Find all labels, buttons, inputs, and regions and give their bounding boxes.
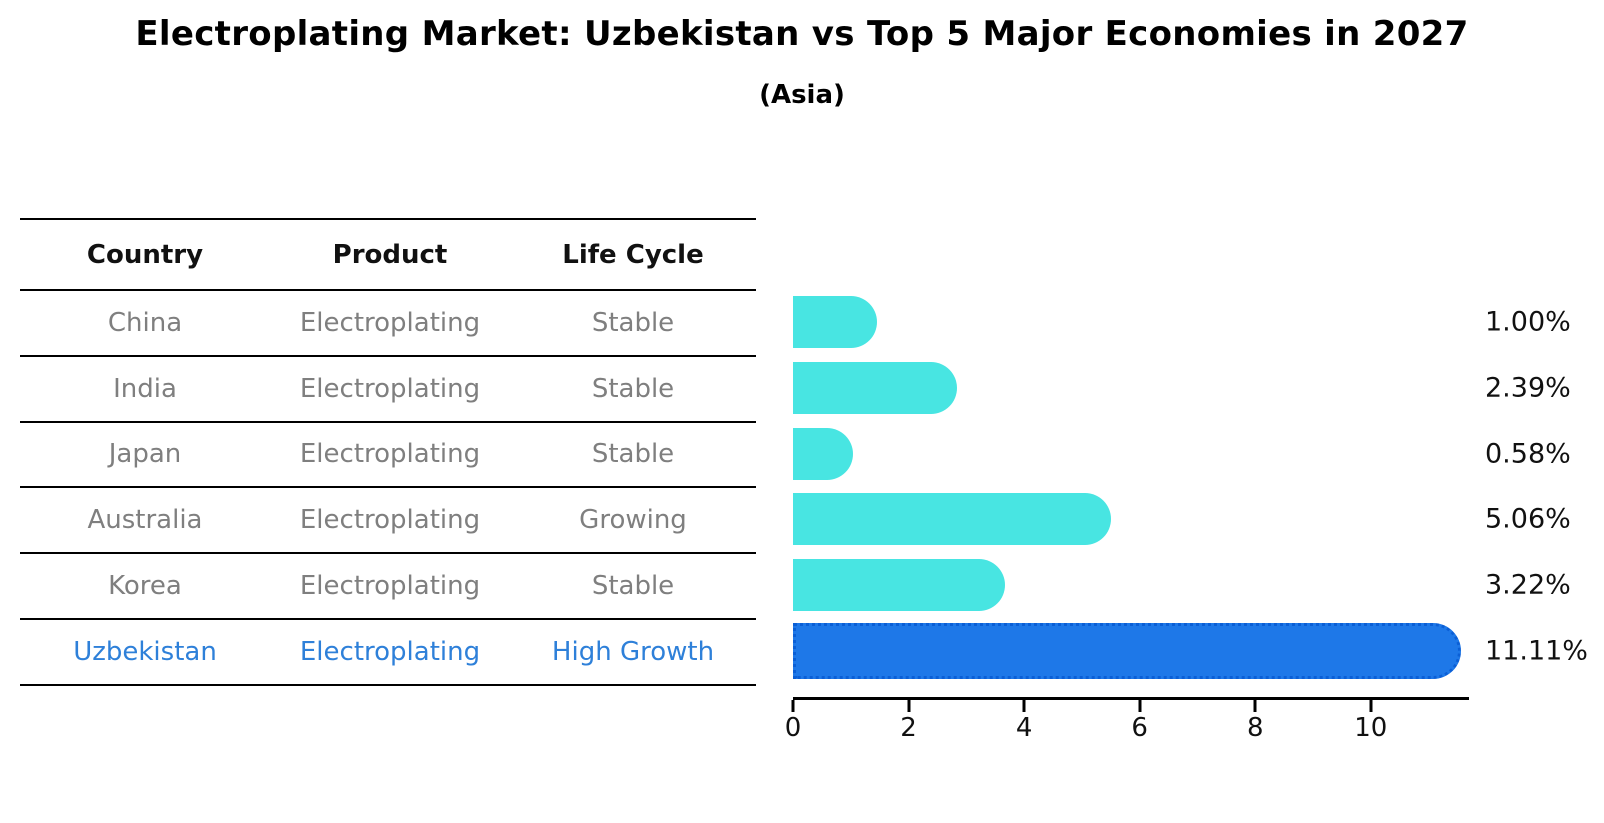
x-tick-label: 0 xyxy=(784,713,802,743)
product-cell: Electroplating xyxy=(299,439,481,470)
bar-korea xyxy=(793,559,1006,612)
value-label: 0.58% xyxy=(1485,438,1571,470)
life-cycle-cell: High Growth xyxy=(551,636,715,667)
value-label: 2.39% xyxy=(1485,372,1571,404)
column-header-product: Product xyxy=(332,239,448,270)
bar-chart-plot: 1.00% 2.39% 0.58% 5.06% 3.22% 11.11% 0 2… xyxy=(785,289,1588,759)
country-cell: China xyxy=(107,307,183,338)
table-row: India Electroplating Stable xyxy=(20,357,756,423)
table-header-row: Country Product Life Cycle xyxy=(20,220,756,291)
bar-uzbekistan xyxy=(793,623,1461,680)
x-tick-label: 2 xyxy=(900,713,917,743)
product-cell: Electroplating xyxy=(299,307,481,338)
bar-china xyxy=(793,295,877,348)
country-table: Country Product Life Cycle China Electro… xyxy=(20,218,756,686)
value-label: 11.11% xyxy=(1485,635,1588,667)
column-header-life-cycle: Life Cycle xyxy=(562,239,704,270)
column-header-country: Country xyxy=(86,239,204,270)
bars-zone: 1.00% 2.39% 0.58% 5.06% 3.22% 11.11% xyxy=(793,289,1588,684)
product-cell: Electroplating xyxy=(299,505,481,536)
life-cycle-cell: Stable xyxy=(591,307,675,338)
x-tick xyxy=(791,700,795,712)
country-cell: Uzbekistan xyxy=(73,636,217,667)
x-tick xyxy=(1138,700,1142,712)
x-tick-label: 6 xyxy=(1131,713,1148,743)
value-label: 1.00% xyxy=(1485,306,1571,338)
chart-subtitle: (Asia) xyxy=(759,80,845,110)
x-axis-line xyxy=(793,697,1469,700)
country-cell: Japan xyxy=(108,439,182,470)
table-row: Japan Electroplating Stable xyxy=(20,423,756,489)
life-cycle-cell: Stable xyxy=(591,373,675,404)
life-cycle-cell: Growing xyxy=(579,505,687,536)
life-cycle-cell: Stable xyxy=(591,439,675,470)
life-cycle-cell: Stable xyxy=(591,571,675,602)
bar-india xyxy=(793,361,958,414)
country-cell: Australia xyxy=(87,505,203,536)
x-tick xyxy=(1022,700,1026,712)
x-tick xyxy=(907,700,911,712)
x-tick-label: 8 xyxy=(1246,713,1264,743)
product-cell: Electroplating xyxy=(299,636,481,667)
value-label: 3.22% xyxy=(1485,569,1571,601)
bar-japan xyxy=(793,427,853,480)
value-label: 5.06% xyxy=(1485,503,1571,535)
country-cell: India xyxy=(113,373,177,404)
bar-australia xyxy=(793,493,1112,546)
table-row: Australia Electroplating Growing xyxy=(20,488,756,555)
x-tick-label: 10 xyxy=(1354,713,1388,743)
table-row: China Electroplating Stable xyxy=(20,291,756,357)
x-tick xyxy=(1369,700,1373,712)
product-cell: Electroplating xyxy=(299,373,481,404)
table-row: Korea Electroplating Stable xyxy=(20,554,756,620)
chart-title: Electroplating Market: Uzbekistan vs Top… xyxy=(135,14,1469,54)
table-row-uzbekistan: Uzbekistan Electroplating High Growth xyxy=(20,620,756,686)
product-cell: Electroplating xyxy=(299,571,481,602)
country-cell: Korea xyxy=(108,571,182,602)
x-tick-label: 4 xyxy=(1015,713,1033,743)
x-tick xyxy=(1253,700,1257,712)
